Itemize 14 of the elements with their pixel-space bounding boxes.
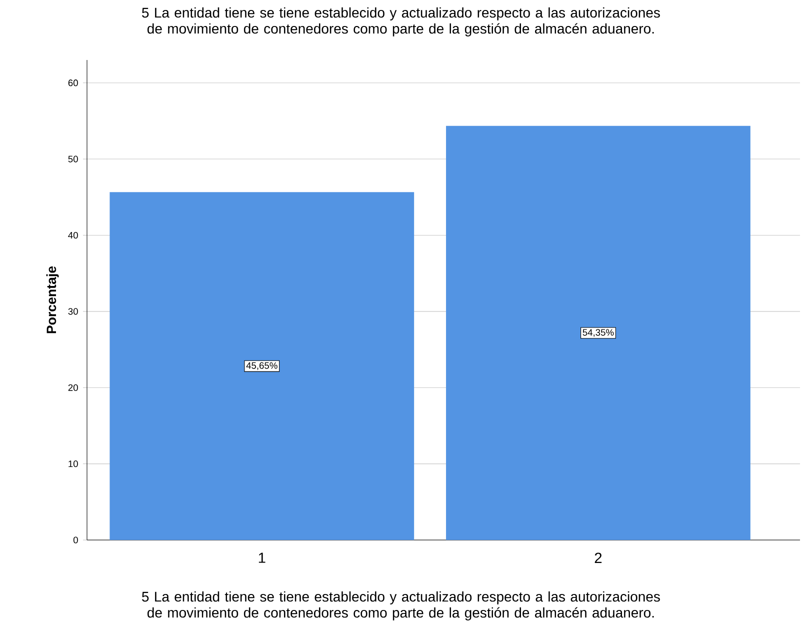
y-tick-label: 50 bbox=[68, 156, 78, 162]
x-axis-title: 5 La entidad tiene se tiene establecido y actualizado respecto a las autorizaciones de movimiento de contenedores como parte de la gestión de almacén aduanero. bbox=[142, 591, 660, 620]
y-tick-label: 60 bbox=[68, 80, 78, 86]
y-tick-label: 0 bbox=[73, 536, 78, 544]
y-tick-label: 30 bbox=[68, 308, 78, 315]
y-tick-label: 10 bbox=[68, 460, 78, 468]
data-label: 45,65% bbox=[246, 362, 278, 370]
x-tick-label: 1 bbox=[258, 552, 266, 563]
y-tick-label: 40 bbox=[68, 232, 78, 239]
x-tick-label: 2 bbox=[594, 552, 602, 563]
data-label: 54,35% bbox=[582, 329, 614, 337]
y-axis-title: Porcentaje bbox=[46, 266, 59, 334]
y-tick-label: 20 bbox=[68, 384, 78, 391]
chart-title: 5 La entidad tiene se tiene establecido y actualizado respecto a las autorizaciones de movimiento de contenedores como parte de la gestión de almacén aduanero. bbox=[142, 7, 660, 36]
